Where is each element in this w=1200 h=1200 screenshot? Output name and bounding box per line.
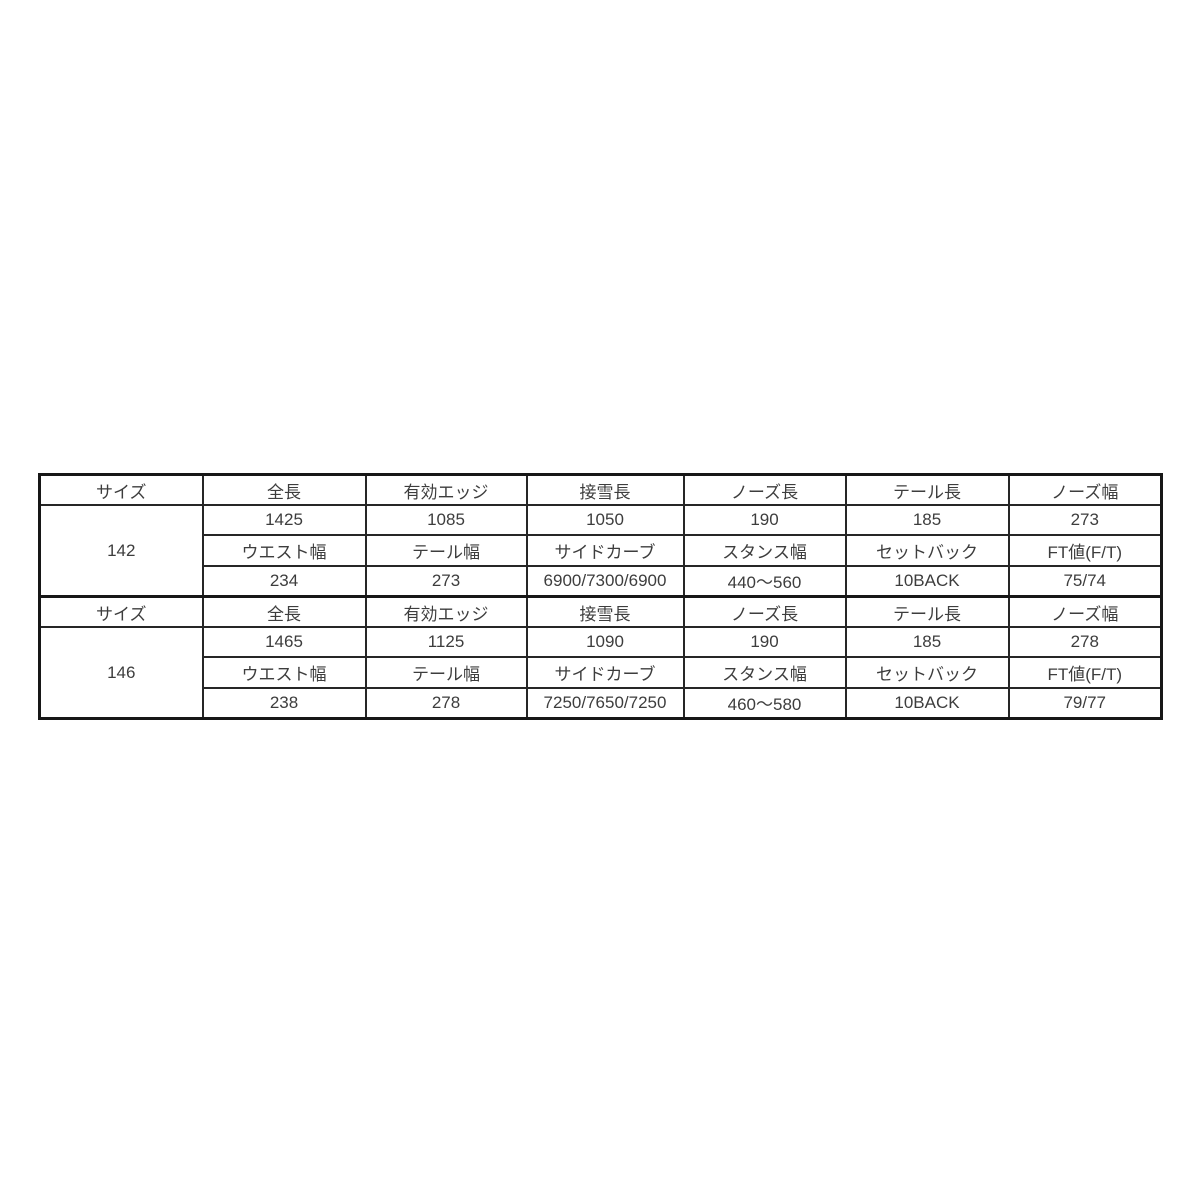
value-cell: 1050: [525, 504, 685, 537]
value-cell: 273: [364, 564, 528, 598]
label-cell-setback: セットバック: [844, 534, 1010, 567]
value-cell: 460〜580: [682, 686, 847, 720]
header-cell-tail-length: テール長: [844, 473, 1010, 507]
header-cell-length: 全長: [201, 594, 367, 629]
header-cell-running-length: 接雪長: [525, 594, 685, 629]
label-cell-waist-width: ウエスト幅: [201, 656, 367, 689]
snowboard-spec-table: サイズ 全長 有効エッジ 接雪長 ノーズ長 テール長 ノーズ幅 142 1425…: [38, 473, 1163, 720]
table-row-values2-142: 234 273 6900/7300/6900 440〜560 10BACK 75…: [40, 564, 1163, 598]
value-cell: 1125: [364, 626, 528, 659]
table-row-values2-146: 238 278 7250/7650/7250 460〜580 10BACK 79…: [40, 686, 1163, 720]
header-cell-nose-width: ノーズ幅: [1007, 473, 1163, 507]
table-row-labels2-142: ウエスト幅 テール幅 サイドカーブ スタンス幅 セットバック FT値(F/T): [40, 534, 1163, 567]
value-cell: 190: [682, 504, 847, 537]
value-cell: 234: [201, 564, 367, 598]
size-cell-142: 142: [38, 504, 204, 598]
value-cell: 10BACK: [844, 564, 1010, 598]
header-cell-nose-length: ノーズ長: [682, 473, 847, 507]
header-cell-nose-length: ノーズ長: [682, 594, 847, 629]
value-cell: 185: [844, 626, 1010, 659]
label-cell-setback: セットバック: [844, 656, 1010, 689]
value-cell: 440〜560: [682, 564, 847, 598]
header-cell-nose-width: ノーズ幅: [1007, 594, 1163, 629]
label-cell-ft-value: FT値(F/T): [1007, 656, 1163, 689]
header-cell-edge: 有効エッジ: [364, 594, 528, 629]
label-cell-sidecurve: サイドカーブ: [525, 656, 685, 689]
value-cell: 1090: [525, 626, 685, 659]
value-cell: 1085: [364, 504, 528, 537]
label-cell-stance-width: スタンス幅: [682, 534, 847, 567]
size-cell-146: 146: [38, 626, 204, 720]
value-cell: 190: [682, 626, 847, 659]
value-cell: 278: [364, 686, 528, 720]
value-cell: 7250/7650/7250: [525, 686, 685, 720]
table-row-header-146: サイズ 全長 有効エッジ 接雪長 ノーズ長 テール長 ノーズ幅: [38, 594, 1163, 629]
header-cell-running-length: 接雪長: [525, 473, 685, 507]
label-cell-tail-width: テール幅: [364, 534, 528, 567]
header-cell-edge: 有効エッジ: [364, 473, 528, 507]
value-cell: 1465: [201, 626, 367, 659]
table-row-header-142: サイズ 全長 有効エッジ 接雪長 ノーズ長 テール長 ノーズ幅: [38, 473, 1163, 507]
table-row-values1-142: 142 1425 1085 1050 190 185 273: [38, 504, 1163, 598]
value-cell: 75/74: [1007, 564, 1163, 598]
value-cell: 273: [1007, 504, 1163, 537]
header-cell-length: 全長: [201, 473, 367, 507]
header-cell-size: サイズ: [38, 473, 204, 507]
value-cell: 185: [844, 504, 1010, 537]
table-row-values1-146: 146 1465 1125 1090 190 185 278: [38, 626, 1163, 720]
label-cell-waist-width: ウエスト幅: [201, 534, 367, 567]
header-cell-size: サイズ: [38, 594, 204, 629]
label-cell-stance-width: スタンス幅: [682, 656, 847, 689]
label-cell-tail-width: テール幅: [364, 656, 528, 689]
value-cell: 6900/7300/6900: [525, 564, 685, 598]
table-row-labels2-146: ウエスト幅 テール幅 サイドカーブ スタンス幅 セットバック FT値(F/T): [40, 656, 1163, 689]
value-cell: 238: [201, 686, 367, 720]
label-cell-ft-value: FT値(F/T): [1007, 534, 1163, 567]
value-cell: 10BACK: [844, 686, 1010, 720]
value-cell: 278: [1007, 626, 1163, 659]
label-cell-sidecurve: サイドカーブ: [525, 534, 685, 567]
value-cell: 1425: [201, 504, 367, 537]
value-cell: 79/77: [1007, 686, 1163, 720]
header-cell-tail-length: テール長: [844, 594, 1010, 629]
